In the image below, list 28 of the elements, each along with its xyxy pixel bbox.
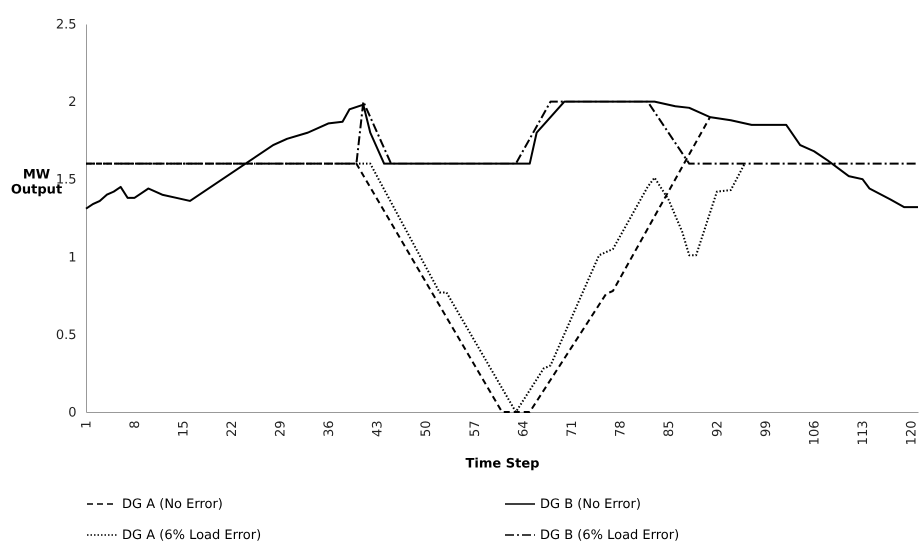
x-tick-label: 1: [80, 420, 94, 429]
x-tick-label: 15: [176, 420, 192, 438]
x-tick-label: 57: [468, 420, 483, 438]
legend-label: DG A (No Error): [122, 497, 223, 512]
legend-label: DG A (6% Load Error): [122, 528, 262, 543]
x-tick-label: 29: [274, 420, 289, 438]
x-tick-label: 43: [370, 420, 386, 438]
y-tick-label: 0.5: [56, 328, 76, 343]
x-tick-label: 36: [322, 420, 338, 438]
y-tick-label: 0: [68, 406, 76, 420]
legend-label: DG B (No Error): [540, 497, 641, 512]
x-tick-label: 85: [662, 420, 677, 438]
legend-label: DG B (6% Load Error): [540, 528, 680, 543]
x-tick-label: 113: [856, 420, 872, 446]
x-tick-label: 71: [564, 420, 580, 438]
x-tick-label: 99: [758, 420, 774, 438]
x-tick-label: 8: [128, 420, 144, 429]
x-tick-label: 64: [516, 420, 532, 438]
x-tick-label: 92: [710, 420, 726, 438]
x-tick-label: 120: [904, 420, 920, 446]
x-axis-title: Time Step: [466, 456, 540, 472]
x-tick-label: 22: [225, 420, 240, 438]
x-tick-label: 50: [419, 420, 434, 438]
y-tick-label: 2.5: [56, 18, 76, 32]
x-tick-label: 106: [808, 420, 822, 446]
x-tick-label: 78: [613, 420, 628, 438]
y-tick-label: 2: [68, 95, 76, 110]
y-tick-label: 1: [68, 250, 76, 266]
